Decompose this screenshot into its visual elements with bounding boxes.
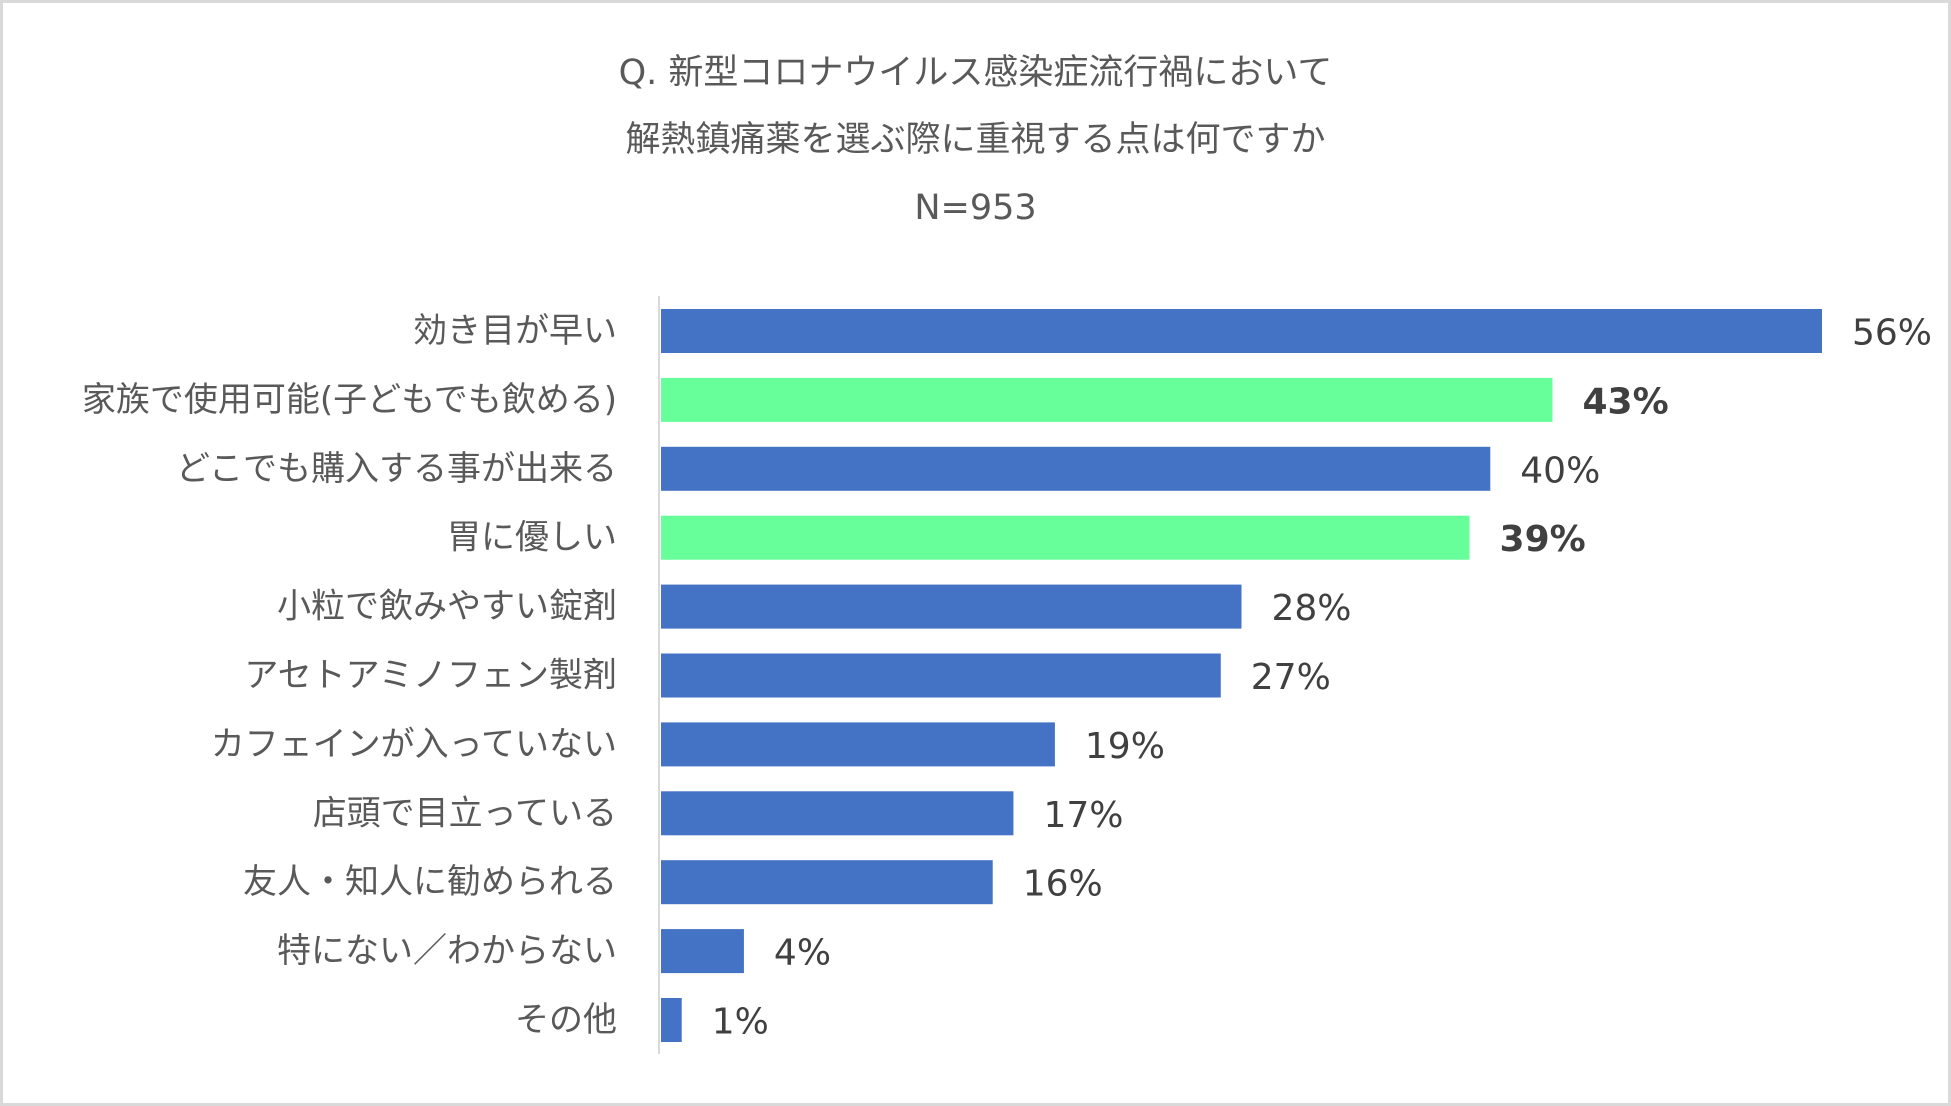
bar-7: [661, 791, 1014, 836]
category-label: 効き目が早い: [413, 311, 617, 351]
bar-4: [661, 584, 1242, 629]
bar-0: [661, 309, 1822, 353]
bar-3: [661, 515, 1470, 560]
category-label: その他: [515, 1000, 617, 1040]
value-label: 43%: [1582, 381, 1668, 422]
category-label: 家族で使用可能(子どもでも飲める): [82, 380, 617, 420]
value-label: 19%: [1085, 726, 1165, 767]
value-label: 4%: [774, 933, 831, 974]
value-label: 28%: [1272, 588, 1352, 629]
bar-2: [661, 446, 1491, 491]
bar-10: [661, 998, 682, 1042]
value-label: 27%: [1251, 657, 1331, 698]
category-label: 友人・知人に勧められる: [243, 862, 617, 902]
value-label: 1%: [712, 1002, 769, 1043]
category-label: 店頭で目立っている: [313, 793, 617, 833]
bar-6: [661, 722, 1055, 767]
value-label: 17%: [1043, 795, 1123, 836]
category-label: カフェインが入っていない: [211, 724, 617, 764]
category-label: 小粒で飲みやすい錠剤: [277, 587, 617, 627]
chart-sample-size: N=953: [914, 188, 1037, 228]
category-label: どこでも購入する事が出来る: [176, 449, 617, 489]
value-label: 56%: [1852, 313, 1932, 354]
category-label: 胃に優しい: [447, 518, 617, 558]
bars-group: [661, 309, 1822, 1042]
bar-9: [661, 929, 744, 974]
value-label: 40%: [1520, 450, 1600, 491]
category-label: アセトアミノフェン製剤: [244, 656, 617, 696]
bar-1: [661, 377, 1553, 422]
bar-8: [661, 860, 993, 905]
value-labels-group: 56% 43% 40% 39% 28% 27% 19% 17% 16% 4%1%: [712, 313, 1932, 1043]
chart-title-question: Q. 新型コロナウイルス感染症流行禍において: [618, 53, 1333, 93]
value-label: 39%: [1500, 519, 1586, 560]
bar-5: [661, 653, 1221, 698]
category-label: 特にない／わからない: [277, 931, 617, 971]
value-label: 16%: [1023, 864, 1103, 905]
chart-title-subquestion: 解熱鎮痛薬を選ぶ際に重視する点は何ですか: [625, 120, 1326, 160]
